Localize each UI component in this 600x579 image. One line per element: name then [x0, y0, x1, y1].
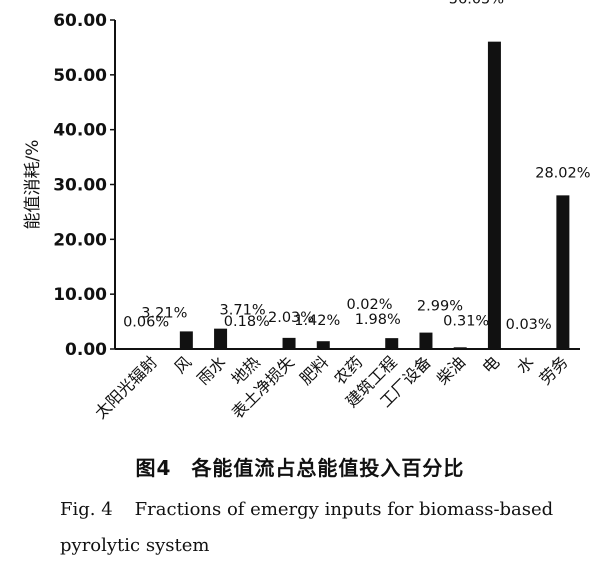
bar — [453, 347, 467, 349]
bar — [419, 332, 433, 349]
bar — [248, 348, 262, 349]
caption-en-figure-number: Fig. 4 — [60, 499, 113, 520]
data-label: 28.02% — [535, 165, 590, 181]
bar — [316, 341, 330, 349]
bar — [556, 195, 570, 349]
x-tick-label: 雨水 — [193, 352, 229, 388]
y-tick-label: 10.00 — [53, 285, 107, 305]
data-label: 0.31% — [443, 313, 489, 329]
y-axis-label: 能值消耗/% — [23, 140, 43, 230]
y-tick-label: 30.00 — [53, 176, 107, 196]
bar — [522, 348, 536, 349]
y-tick-label: 40.00 — [53, 121, 107, 141]
bar — [179, 331, 193, 349]
bar — [214, 328, 228, 349]
x-tick-label: 劳务 — [536, 352, 572, 388]
x-tick-label: 柴油 — [433, 352, 469, 388]
bar — [145, 348, 159, 349]
data-label: 1.98% — [355, 312, 401, 328]
caption-chinese: 图4 各能值流占总能值投入百分比 — [0, 452, 600, 481]
x-tick-label: 风 — [170, 352, 195, 377]
bars — [145, 41, 570, 349]
y-tick-label: 0.00 — [65, 340, 107, 360]
bar — [282, 337, 296, 349]
caption-cn-title: 各能值流占总能值投入百分比 — [191, 456, 465, 480]
data-label: 56.05% — [449, 0, 504, 8]
data-label: 0.03% — [506, 317, 552, 333]
data-label: 0.02% — [346, 297, 392, 313]
caption-cn-figure-number: 图4 — [135, 456, 172, 480]
y-tick-label: 60.00 — [53, 11, 107, 31]
data-label: 2.99% — [417, 299, 463, 315]
data-label: 0.18% — [224, 314, 270, 330]
labels: 0.00 10.00 20.00 30.00 40.00 50.00 60.00 能值消耗/%… — [23, 0, 591, 422]
x-tick-label: 水 — [513, 352, 538, 377]
x-tick-label: 太阳光辐射 — [91, 352, 161, 422]
x-tick-label: 肥料 — [296, 352, 332, 388]
data-label: 3.71% — [220, 303, 266, 319]
y-tick-label: 50.00 — [53, 66, 107, 86]
caption-en-title: Fractions of emergy inputs for biomass-b… — [60, 499, 554, 556]
data-label: 0.06% — [123, 315, 169, 331]
bar-chart: 0.00 10.00 20.00 30.00 40.00 50.00 60.00 能值消耗/%… — [23, 0, 591, 422]
data-label: 2.03% — [268, 310, 314, 326]
data-label: 3.21% — [141, 305, 187, 321]
axes — [110, 19, 580, 350]
y-tick-label: 20.00 — [53, 230, 107, 250]
bar — [351, 348, 364, 349]
bar — [385, 338, 399, 349]
bar — [487, 41, 501, 349]
caption-english: Fig. 4 Fractions of emergy inputs for bio… — [60, 492, 580, 564]
x-tick-label: 电 — [478, 352, 503, 377]
data-label: 1.42% — [294, 313, 340, 329]
